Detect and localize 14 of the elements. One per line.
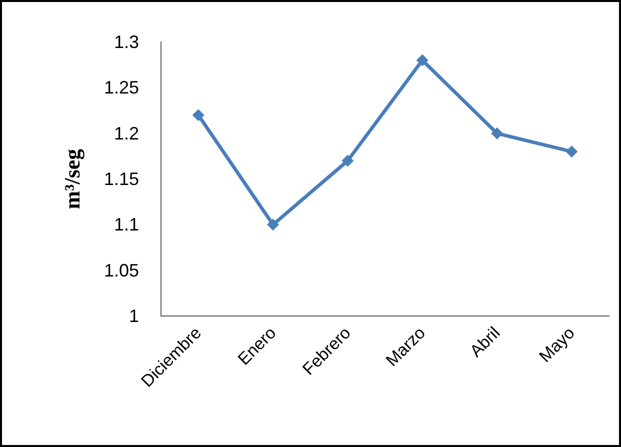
point: [491, 127, 503, 140]
y-tick-label: 1.3: [114, 32, 139, 52]
point: [192, 109, 204, 122]
y-tick-label: 1.05: [104, 260, 139, 280]
y-axis-title: m³/seg: [60, 148, 84, 210]
point: [416, 54, 428, 66]
y-tick-label: 1: [128, 306, 139, 326]
point: [566, 146, 578, 158]
point: [342, 154, 354, 167]
y-tick-label: 1.25: [104, 78, 139, 98]
y-tick-label: 1.1: [114, 214, 139, 235]
y-tick-label: 1.2: [114, 123, 139, 144]
y-tick-label: 1.15: [104, 169, 139, 189]
point: [267, 218, 279, 231]
